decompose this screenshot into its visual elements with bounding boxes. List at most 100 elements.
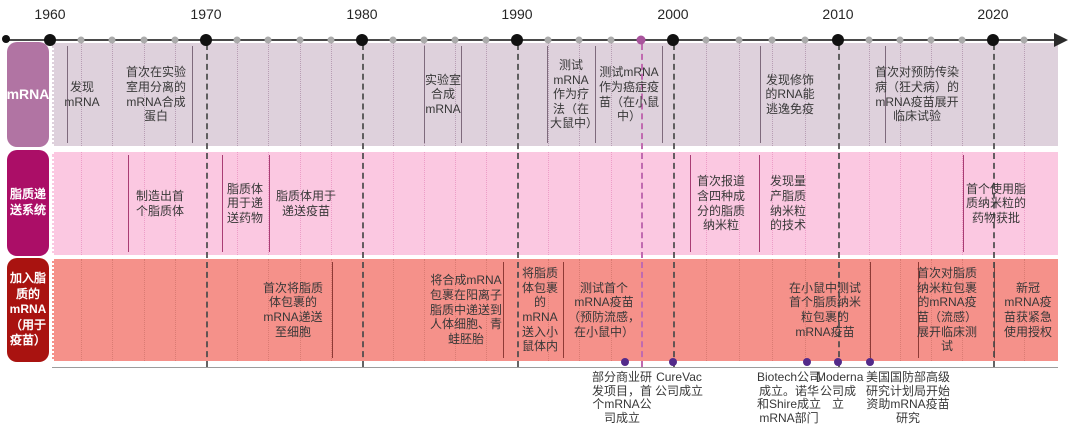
gridline (299, 259, 301, 361)
decade-dashline-2010 (838, 44, 840, 367)
gridline (610, 259, 612, 361)
decade-dot-1990 (511, 34, 523, 46)
event-divider (222, 155, 223, 252)
year-label-1980: 1980 (346, 6, 378, 22)
timeline-event: 发现mRNA (64, 79, 100, 109)
timeline-event: 实验室合成mRNA (424, 72, 461, 116)
gridline (900, 43, 901, 146)
event-divider (424, 46, 425, 143)
decade-dashline-2000 (673, 44, 675, 367)
event-divider (870, 262, 871, 358)
gridline (1024, 43, 1025, 146)
gridline (299, 43, 301, 146)
gridline (931, 152, 932, 255)
timeline-event: 测试mRNA作为癌症疫苗（在小鼠中） (598, 65, 659, 124)
gridline (486, 259, 487, 361)
minor-tick-dot (482, 36, 490, 44)
special-axis-dot (636, 35, 646, 45)
special-dashline (641, 44, 643, 367)
minor-tick-dot (264, 36, 272, 44)
decade-dot-1980 (356, 34, 368, 46)
gridline (739, 259, 740, 361)
footnote-baseline (52, 367, 1058, 368)
timeline-event: 新冠mRNA疫苗获紧急使用授权 (1003, 280, 1052, 339)
timeline-event: 测试首个mRNA疫苗（预防流感，在小鼠中） (567, 280, 640, 339)
event-divider (67, 46, 68, 143)
timeline-event: 将合成mRNA包裹在阳离子脂质中递送到人体细胞、青蛙胚胎 (429, 273, 502, 346)
minor-tick-dot (702, 36, 710, 44)
minor-tick-dot (140, 36, 148, 44)
footnote-dot (669, 358, 677, 366)
footnote-text: CureVac公司成立 (654, 370, 703, 398)
minor-tick-dot (451, 36, 459, 44)
gridline (805, 259, 806, 361)
gridline (900, 259, 901, 361)
year-label-1970: 1970 (190, 6, 222, 22)
event-divider (760, 46, 761, 143)
gridline (393, 43, 394, 146)
gridline (268, 43, 270, 146)
timeline-event: 测试mRNA作为疗法（在大鼠中） (550, 57, 599, 131)
gridline (805, 152, 806, 255)
gridline (486, 43, 487, 146)
minor-tick-dot (801, 36, 809, 44)
gridline (772, 152, 773, 255)
gridline (706, 152, 707, 255)
year-label-1990: 1990 (501, 6, 533, 22)
timeline-event: 首次对预防传染病（狂犬病）的mRNA疫苗展开临床试验 (874, 65, 959, 124)
footnote-text: Moderna公司成立 (816, 370, 864, 412)
gridline (81, 43, 83, 146)
year-label-2020: 2020 (977, 6, 1009, 22)
footnote-text: 美国国防部高级研究计划局开始资助mRNA疫苗研究 (865, 370, 950, 425)
minor-tick-dot (420, 36, 428, 44)
footnote-text: 部分商业研发项目，首个mRNA公司成立 (591, 370, 652, 425)
decade-dot-1970 (200, 34, 212, 46)
event-divider (918, 262, 919, 358)
gridline (81, 259, 83, 361)
event-divider (662, 46, 663, 143)
gridline (805, 43, 806, 146)
gridline (548, 152, 550, 255)
gridline (393, 152, 394, 255)
footnote-dot (803, 358, 811, 366)
minor-tick-dot (865, 36, 873, 44)
gridline (869, 259, 870, 361)
minor-tick-dot (327, 36, 335, 44)
footnote-text: Biotech公司成立。诺华和Shire成立mRNA部门 (756, 370, 822, 425)
timeline-event: 将脂质体包裹的mRNA送入小鼠体内 (521, 266, 558, 354)
event-divider (503, 262, 504, 358)
gridline (112, 259, 114, 361)
gridline (579, 259, 581, 361)
gridline (424, 152, 425, 255)
gridline (869, 152, 870, 255)
event-divider (759, 155, 760, 252)
gridline (772, 259, 773, 361)
gridline (772, 43, 773, 146)
minor-tick-dot (958, 36, 966, 44)
gridline (174, 152, 176, 255)
gridline (931, 43, 932, 146)
timeline-event: 发现修饰的RNA能逃逸免疫 (765, 72, 815, 116)
gridline (455, 259, 456, 361)
gridline (81, 152, 83, 255)
gridline (1024, 152, 1025, 255)
minor-tick-dot (296, 36, 304, 44)
minor-tick-dot (768, 36, 776, 44)
gridline (112, 152, 114, 255)
timeline-event: 制造出首个脂质体 (135, 188, 184, 218)
gridline (237, 152, 239, 255)
gridline (739, 152, 740, 255)
gridline (900, 152, 901, 255)
gridline (330, 43, 332, 146)
decade-dashline-1980 (362, 44, 364, 367)
decade-dashline-2020 (993, 44, 995, 367)
timeline-event: 首次在实验室用分离的mRNA合成蛋白 (125, 65, 186, 124)
gridline (268, 152, 270, 255)
gridline (739, 43, 740, 146)
timeline-event: 脂质体用于递送药物 (226, 181, 263, 225)
gridline (579, 152, 581, 255)
minor-tick-dot (607, 36, 615, 44)
event-divider (690, 155, 691, 252)
gridline (268, 259, 270, 361)
